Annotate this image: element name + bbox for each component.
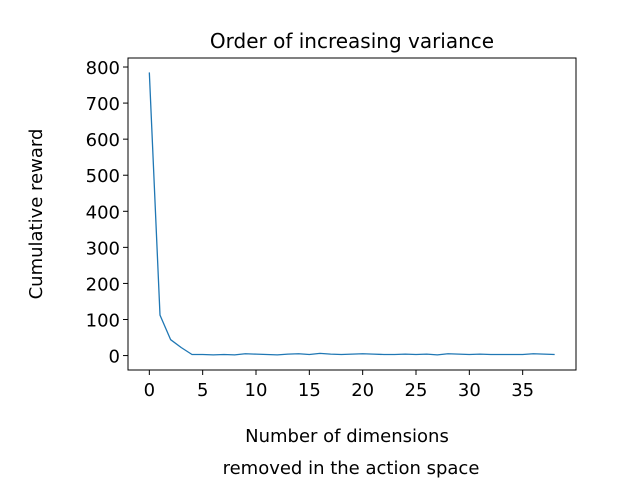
x-tick-label: 10 [245,380,268,401]
y-tick-label: 500 [86,166,120,187]
chart-title: Order of increasing variance [210,29,494,53]
x-axis-ticks: 0 5 10 15 20 25 30 35 [144,370,534,401]
x-tick-label: 5 [197,380,208,401]
y-tick-label: 700 [86,94,120,115]
series-line [148,72,555,356]
x-tick-label: 0 [144,380,155,401]
x-tick-label: 25 [405,380,428,401]
x-tick-label: 30 [458,380,481,401]
y-tick-label: 400 [86,202,120,223]
y-axis-ticks: 0 100 200 300 400 500 600 700 800 [86,58,128,368]
x-tick-label: 35 [511,380,534,401]
y-tick-label: 0 [109,347,120,368]
y-axis-label: Cumulative reward [26,129,47,300]
x-tick-label: 20 [351,380,374,401]
y-tick-label: 600 [86,130,120,151]
y-tick-label: 300 [86,238,120,259]
y-tick-label: 100 [86,311,120,332]
x-axis-label-line-2: removed in the action space [223,458,480,479]
y-tick-label: 800 [86,58,120,79]
plot-frame [127,57,577,371]
x-tick-label: 15 [298,380,321,401]
x-axis-label-line-1: Number of dimensions [245,426,449,447]
y-tick-label: 200 [86,274,120,295]
series-layer [148,72,555,356]
